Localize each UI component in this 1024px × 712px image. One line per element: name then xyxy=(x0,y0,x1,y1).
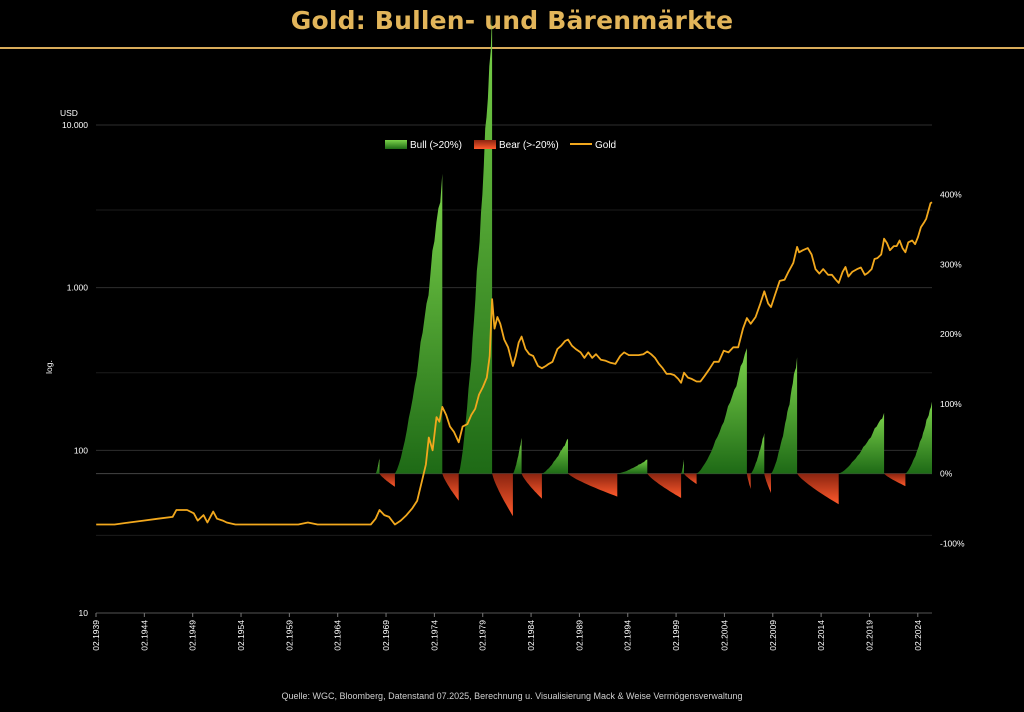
x-tick-label: 02.1964 xyxy=(333,620,343,651)
legend-bull-swatch xyxy=(385,140,407,149)
y-tick-label: 10.000 xyxy=(62,120,88,130)
y-right-tick-label: 200% xyxy=(940,329,962,339)
bull-market-area xyxy=(512,438,522,474)
bull-market-area xyxy=(458,13,493,474)
x-tick-label: 02.1999 xyxy=(671,620,681,651)
bear-market-area xyxy=(746,473,751,489)
chart-title: Gold: Bullen- und Bärenmärkte xyxy=(290,6,734,35)
x-tick-label: 02.1994 xyxy=(623,620,633,651)
bull-market-area xyxy=(696,348,747,474)
x-tick-label: 02.2019 xyxy=(864,620,874,651)
gold-price-line xyxy=(96,201,933,526)
gridlines xyxy=(96,124,932,614)
source-note: Quelle: WGC, Bloomberg, Datenstand 07.20… xyxy=(281,691,743,701)
bear-market-area xyxy=(647,473,682,498)
y-axis-unit-label: USD xyxy=(60,108,78,118)
x-tick-label: 02.1979 xyxy=(478,620,488,651)
x-tick-label: 02.1959 xyxy=(284,620,294,651)
bull-market-area xyxy=(394,173,443,474)
axes: USD log. 10 100 1.000 10.000 -100% 0% 100% 200%… xyxy=(44,108,965,651)
legend-bull-label: Bull (>20%) xyxy=(410,140,462,151)
bear-market-area xyxy=(884,473,906,487)
y-right-tick-label: 400% xyxy=(940,190,962,200)
bull-market-area xyxy=(541,438,568,474)
legend: Bull (>20%) Bear (>-20%) Gold xyxy=(385,140,616,151)
bear-market-area xyxy=(442,473,459,501)
x-tick-label: 02.2009 xyxy=(768,620,778,651)
bear-market-area xyxy=(568,473,618,497)
x-tick-label: 02.2004 xyxy=(719,620,729,651)
y-right-tick-label: 300% xyxy=(940,259,962,269)
bear-market-area xyxy=(379,473,395,487)
x-tick-label: 02.1984 xyxy=(526,620,536,651)
bear-market-area xyxy=(797,473,839,505)
x-tick-label: 02.1949 xyxy=(188,620,198,651)
y-tick-label: 100 xyxy=(74,445,88,455)
gold-line-layer xyxy=(96,201,933,526)
bull-market-area xyxy=(375,458,380,474)
bull-market-area xyxy=(838,412,885,474)
x-tick-label: 02.2014 xyxy=(816,620,826,651)
bull-market-area xyxy=(905,401,932,474)
bull-market-area xyxy=(617,459,648,474)
legend-bear-swatch xyxy=(474,140,496,149)
bull-bear-areas xyxy=(375,13,932,517)
x-tick-label: 02.1974 xyxy=(429,620,439,651)
x-tick-label: 02.1989 xyxy=(574,620,584,651)
bear-market-area xyxy=(521,473,542,499)
x-tick-label: 02.2024 xyxy=(913,620,923,651)
y-axis-scale-label: log. xyxy=(44,360,54,374)
y-tick-label: 1.000 xyxy=(67,283,89,293)
legend-bear-label: Bear (>-20%) xyxy=(499,140,559,151)
x-tick-label: 02.1939 xyxy=(91,620,101,651)
y-right-tick-label: 0% xyxy=(940,469,953,479)
bull-market-area xyxy=(750,433,765,474)
bear-market-area xyxy=(684,473,697,484)
x-tick-label: 02.1954 xyxy=(236,620,246,651)
y-tick-label: 10 xyxy=(79,608,89,618)
legend-gold-label: Gold xyxy=(595,140,616,151)
bull-market-area xyxy=(771,357,798,474)
y-right-tick-label: 100% xyxy=(940,399,962,409)
bull-market-area xyxy=(681,459,684,474)
x-tick-label: 02.1944 xyxy=(139,620,149,651)
x-tick-label: 02.1969 xyxy=(381,620,391,651)
y-right-tick-label: -100% xyxy=(940,538,965,548)
bear-market-area xyxy=(492,473,513,517)
title-underline xyxy=(0,47,1024,49)
bear-market-area xyxy=(764,473,771,494)
